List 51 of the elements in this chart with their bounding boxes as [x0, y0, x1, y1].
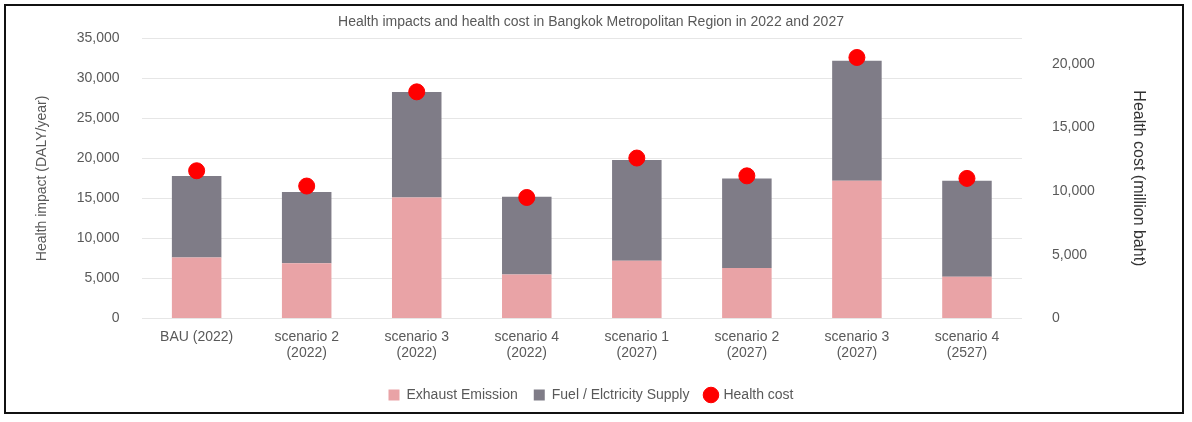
- y-axis-title: Health impact (DALY/year): [33, 95, 50, 262]
- y2-tick-label: 20,000: [1051, 54, 1096, 71]
- y-tick-label: 0: [111, 309, 120, 326]
- bar: [281, 263, 332, 318]
- y2-axis-title: Health cost (million baht): [1130, 90, 1148, 267]
- bar: [832, 60, 882, 181]
- y-tick-label: 35,000: [76, 29, 120, 46]
- x-tick-label: BAU (2022): [160, 327, 234, 344]
- bar: [612, 160, 662, 261]
- x-tick-label: scenario 3 (2022): [384, 327, 450, 361]
- point: [958, 169, 976, 187]
- bar: [502, 274, 552, 318]
- chart-title: Health impacts and health cost in Bangkok Metropolitan Region in 2022 and 2027: [338, 12, 845, 29]
- point: [848, 48, 866, 66]
- y-tick-label: 10,000: [76, 229, 120, 246]
- point: [408, 83, 426, 101]
- bar: [612, 260, 662, 318]
- point: [628, 149, 646, 167]
- point: [188, 162, 206, 180]
- y-tick-label: 30,000: [76, 69, 120, 86]
- x-tick-label: scenario 1 (2027): [604, 327, 670, 361]
- y2-tick-label: 10,000: [1051, 181, 1096, 198]
- bar: [171, 257, 222, 318]
- bar: [722, 178, 772, 268]
- x-tick-label: scenario 2 (2027): [714, 327, 780, 361]
- legend-label: Health cost: [723, 385, 794, 402]
- x-tick-label: scenario 4 (2527): [934, 327, 1000, 361]
- y-tick-label: 20,000: [76, 149, 120, 166]
- point: [738, 167, 756, 185]
- bar: [171, 176, 222, 258]
- x-tick-label: scenario 2 (2022): [274, 327, 340, 361]
- legend-label: Fuel / Elctricity Supply: [551, 385, 690, 402]
- legend-label: Exhaust Emission: [406, 385, 518, 402]
- point: [518, 188, 536, 206]
- x-tick-label: scenario 4 (2022): [494, 327, 560, 361]
- bar: [942, 180, 992, 277]
- bar: [281, 192, 332, 264]
- point: [298, 177, 316, 195]
- bar: [502, 196, 552, 275]
- y2-tick-label: 15,000: [1051, 118, 1096, 135]
- x-tick-label: scenario 3 (2027): [824, 327, 890, 361]
- y2-tick-label: 0: [1051, 309, 1060, 326]
- bar: [942, 276, 992, 318]
- y2-tick-label: 5,000: [1051, 245, 1088, 262]
- bar: [832, 180, 882, 318]
- bar: [722, 268, 772, 318]
- bar: [391, 92, 442, 198]
- y-tick-label: 15,000: [76, 189, 120, 206]
- y-tick-label: 5,000: [84, 269, 120, 286]
- bar: [391, 197, 442, 318]
- y-tick-label: 25,000: [76, 109, 120, 126]
